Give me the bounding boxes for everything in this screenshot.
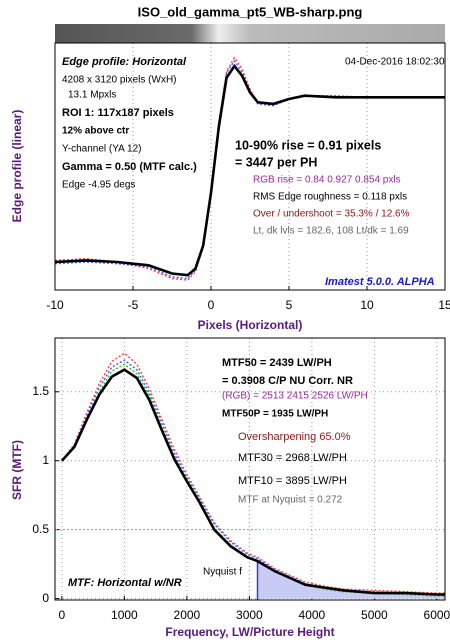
annotation: Y-channel (YA 12): [62, 144, 142, 155]
annotation: 10-90% rise = 0.91 pixels: [235, 138, 381, 152]
y-tick-label: 1: [42, 453, 49, 467]
annotation: MTF at Nyquist = 0.272: [238, 495, 343, 506]
x-tick-label: 0: [59, 608, 66, 622]
edge-strip: [55, 24, 445, 43]
y-tick-label: 0: [42, 591, 49, 605]
annotation: Gamma = 0.50 (MTF calc.): [62, 161, 197, 173]
annotation: RMS Edge roughness = 0.118 pxls: [253, 192, 407, 203]
annotation: (RGB) = 2513 2415 2526 LW/PH: [222, 391, 368, 402]
annotation: 12% above ctr: [62, 126, 129, 137]
x-tick-label: 5000: [361, 608, 388, 622]
annotation: Edge profile: Horizontal: [62, 56, 187, 68]
y-tick-label: 0.5: [32, 522, 49, 536]
annotation: ROI 1: 117x187 pixels: [62, 107, 174, 119]
annotation: MTF10 = 3895 LW/PH: [238, 475, 347, 487]
x-tick-label: 6000: [424, 608, 450, 622]
x-tick-label: 1000: [111, 608, 138, 622]
y-axis-label: SFR (MTF): [10, 440, 24, 500]
x-tick-label: 5: [286, 298, 293, 312]
x-tick-label: -10: [46, 298, 64, 312]
x-tick-label: 10: [360, 298, 374, 312]
x-tick-label: 0: [208, 298, 215, 312]
annotation: Over / undershoot = 35.3% / 12.6%: [253, 209, 410, 220]
annotation: = 3447 per PH: [235, 155, 317, 169]
x-tick-label: 2000: [174, 608, 201, 622]
annotation: Oversharpening 65.0%: [238, 431, 351, 443]
annotation: MTF: Horizontal w/NR: [68, 577, 182, 589]
x-axis-label: Frequency, LW/Picture Height: [165, 625, 334, 639]
annotation: 13.1 Mpxls: [68, 90, 116, 101]
x-tick-label: 3000: [236, 608, 263, 622]
annotation: MTF30 = 2968 LW/PH: [238, 452, 347, 464]
annotation: 04-Dec-2016 18:02:30: [345, 57, 445, 68]
x-axis-label: Pixels (Horizontal): [198, 318, 303, 332]
annotation: MTF50P = 1935 LW/PH: [222, 409, 328, 420]
annotation: = 0.3908 C/P NU Corr. NR: [222, 375, 353, 387]
annotation: 4208 x 3120 pixels (WxH): [62, 75, 177, 86]
annotation: Imatest 5.0.0. ALPHA: [325, 276, 435, 288]
annotation: Nyquist f: [203, 567, 242, 578]
annotation: Edge -4.95 degs: [62, 180, 135, 191]
chart: ISO_old_gamma_pt5_WB-sharp.png -10-50510…: [0, 0, 450, 642]
annotation: MTF50 = 2439 LW/PH: [222, 357, 332, 369]
y-tick-label: 1.5: [32, 384, 49, 398]
x-tick-label: -5: [128, 298, 139, 312]
annotation: Lt, dk lvls = 182.6, 108 Lt/dk = 1.69: [253, 226, 409, 237]
page-title: ISO_old_gamma_pt5_WB-sharp.png: [138, 4, 363, 19]
x-tick-label: 4000: [299, 608, 326, 622]
y-axis-label: Edge profile (linear): [10, 110, 24, 223]
annotation: RGB rise = 0.84 0.927 0.854 pxls: [253, 175, 401, 186]
x-tick-label: 15: [438, 298, 450, 312]
